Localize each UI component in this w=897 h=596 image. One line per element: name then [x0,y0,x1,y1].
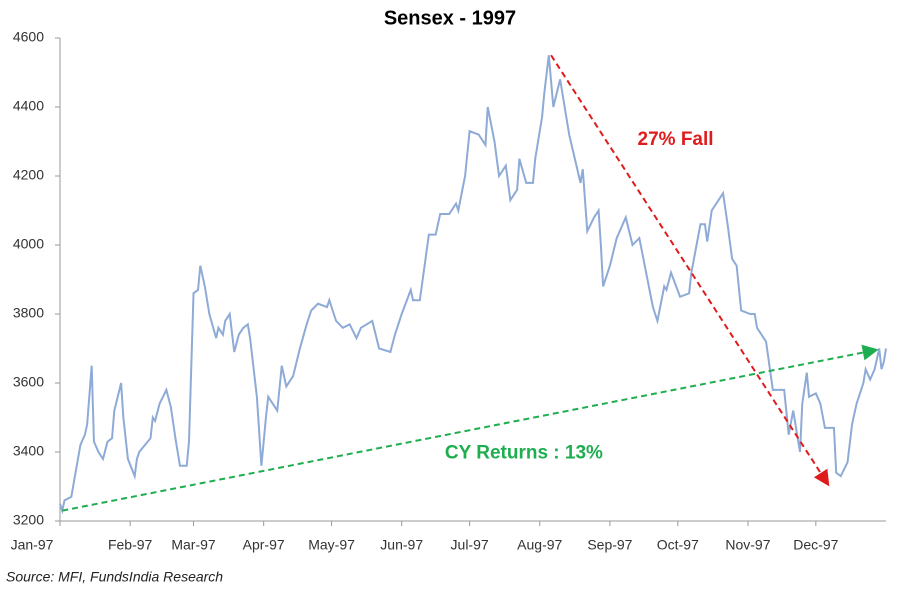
x-tick-label: Jun-97 [380,537,423,553]
y-tick-label: 3800 [13,305,44,321]
annotation-text: 27% Fall [638,129,714,150]
y-tick-label: 3600 [13,374,44,390]
x-tick-label: Mar-97 [171,537,216,553]
x-tick-label: Jul-97 [451,537,489,553]
y-tick-label: 3200 [13,512,44,528]
x-tick-label: Nov-97 [725,537,770,553]
y-tick-label: 4200 [13,167,44,183]
x-tick-label: Sep-97 [587,537,632,553]
annotation-arrow [550,54,830,487]
annotation-arrow [62,344,879,512]
x-tick-label: Feb-97 [108,537,153,553]
x-tick-label: Jan-97 [11,537,54,553]
x-tick-label: Dec-97 [793,537,838,553]
line-series [59,55,887,515]
y-tick-label: 4000 [13,236,44,252]
x-tick-label: Oct-97 [657,537,699,553]
annotation-text: CY Returns : 13% [445,443,603,464]
y-tick-label: 4400 [13,98,44,114]
source-note: Source: MFI, FundsIndia Research [6,569,223,585]
y-tick-label: 4600 [13,29,44,45]
y-tick-label: 3400 [13,443,44,459]
x-tick-label: Aug-97 [517,537,562,553]
chart-title: Sensex - 1997 [384,7,516,29]
x-tick-label: May-97 [308,537,355,553]
x-tick-label: Apr-97 [243,537,285,553]
